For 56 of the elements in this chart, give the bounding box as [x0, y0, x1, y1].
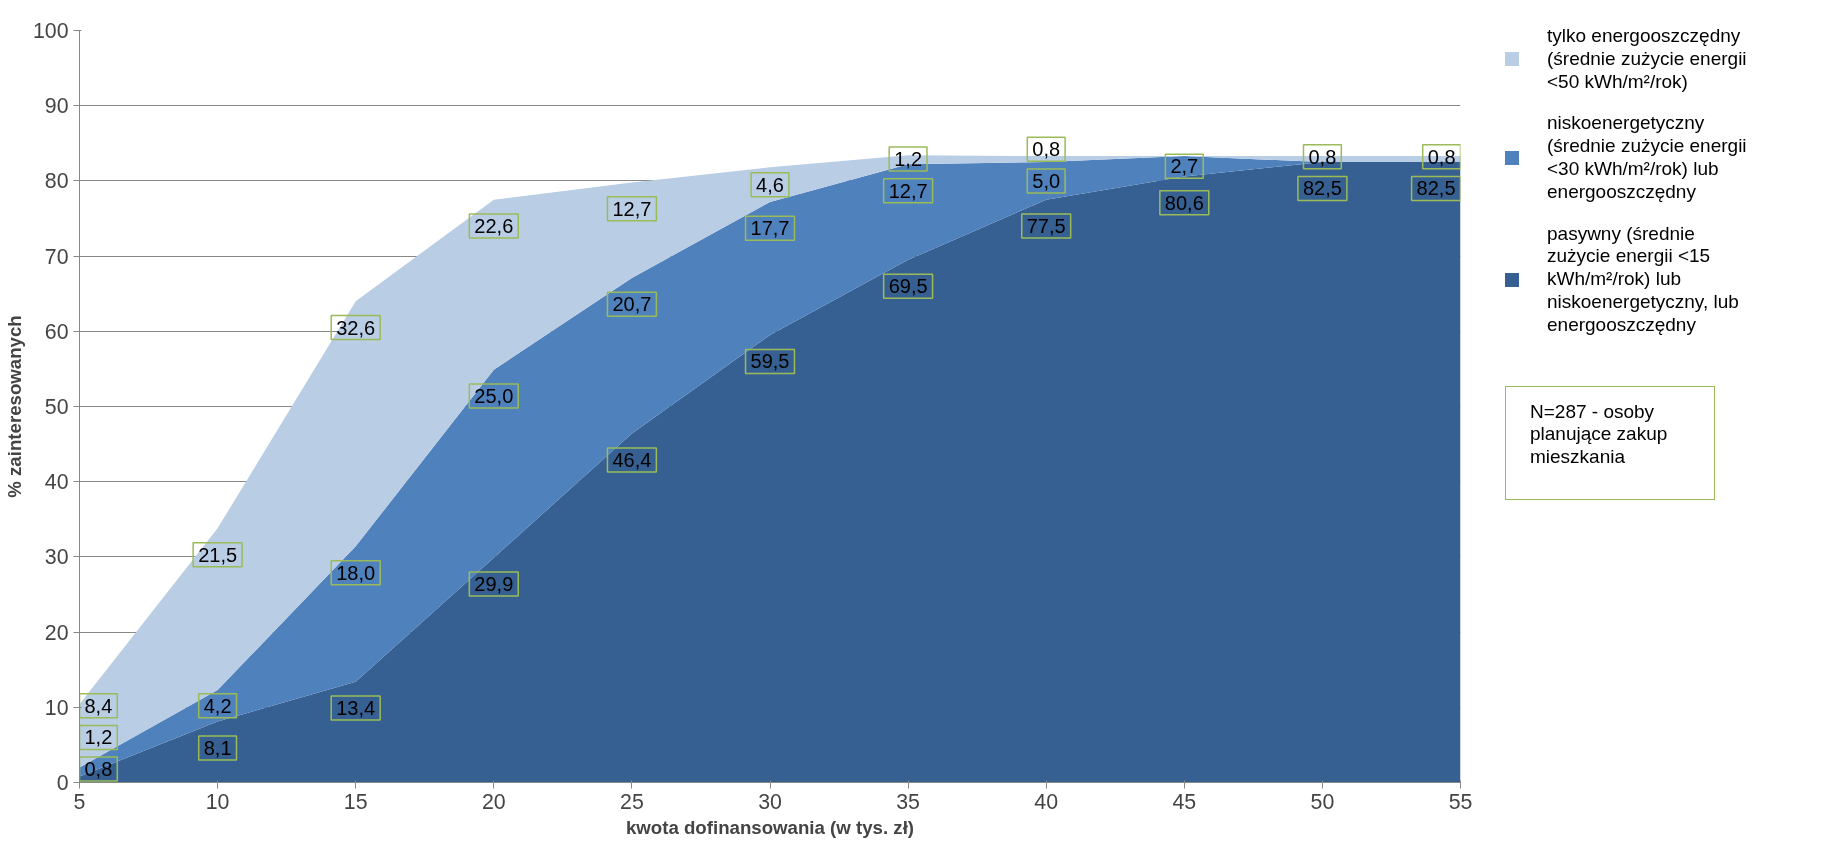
data-label: 69,5 [888, 275, 928, 298]
x-tick-label: 35 [896, 789, 920, 814]
y-tick-label: 10 [44, 695, 69, 720]
y-tick-label: 80 [44, 169, 69, 194]
y-tick-label: 40 [44, 470, 69, 495]
y-tick-label: 20 [44, 620, 69, 645]
y-tick-label: 60 [44, 319, 69, 344]
data-label: 1,2 [84, 726, 113, 749]
x-axis-title: kwota dofinansowania (w tys. zł) [625, 816, 915, 838]
data-label: 29,9 [474, 572, 514, 595]
y-tick-label: 50 [44, 395, 69, 419]
data-label: 25,0 [474, 384, 514, 407]
data-label: 32,6 [336, 316, 376, 339]
x-tick-label: 30 [758, 789, 782, 814]
y-tick-label: 90 [44, 94, 69, 119]
data-label: 46,4 [612, 448, 652, 471]
data-label: 12,7 [612, 197, 652, 220]
legend-label: pasywny (średnie zużycie energii <15 kWh/m²/rok) lub niskoenergetyczny, lub energooszczędny [1547, 222, 1740, 337]
x-tick-label: 20 [481, 789, 506, 814]
y-tick-label: 100 [32, 19, 69, 43]
data-label: 13,4 [336, 697, 376, 720]
data-label: 0,8 [84, 757, 113, 780]
legend-label: niskoenergetyczny (średnie zużycie energii <30 kWh/m²/rok) lub energooszczędny [1547, 112, 1747, 204]
data-label: 2,7 [1170, 155, 1199, 178]
data-label: 22,6 [474, 215, 514, 238]
data-label: 8,4 [84, 694, 113, 717]
data-label: 1,2 [894, 148, 923, 171]
y-tick-label: 70 [44, 244, 69, 269]
text: N=287 - osoby planujące zakup mieszkania [1530, 400, 1669, 469]
data-label: 4,2 [203, 694, 232, 717]
y-axis-title: % zainteresowanych [3, 315, 25, 498]
x-tick-label: 40 [1034, 789, 1059, 814]
legend-label: tylko energooszczędny (średnie zużycie energii <50 kWh/m²/rok) [1547, 25, 1747, 94]
data-label: 82,5 [1416, 177, 1456, 200]
data-label: 4,6 [756, 173, 784, 196]
data-label: 82,5 [1302, 177, 1342, 200]
data-label: 20,7 [612, 293, 652, 316]
x-tick-label: 10 [205, 789, 230, 814]
y-tick-label: 0 [56, 771, 69, 795]
data-label: 77,5 [1026, 215, 1066, 238]
data-label: 59,5 [750, 350, 790, 373]
x-tick-label: 5 [73, 789, 86, 814]
data-label: 12,7 [888, 179, 928, 202]
x-tick-label: 45 [1172, 789, 1197, 814]
x-tick-label: 25 [620, 789, 644, 814]
data-label: 8,1 [203, 736, 232, 759]
data-label: 18,0 [336, 561, 376, 584]
data-label: 5,0 [1032, 169, 1061, 192]
data-label: 21,5 [198, 543, 238, 566]
data-label: 17,7 [750, 217, 790, 240]
data-label: 80,6 [1164, 191, 1204, 214]
x-tick-label: 50 [1310, 789, 1335, 814]
y-tick-label: 30 [44, 545, 69, 570]
x-tick-label: 15 [343, 789, 368, 814]
x-tick-label: 55 [1448, 789, 1473, 814]
data-label: 0,8 [1032, 138, 1061, 161]
